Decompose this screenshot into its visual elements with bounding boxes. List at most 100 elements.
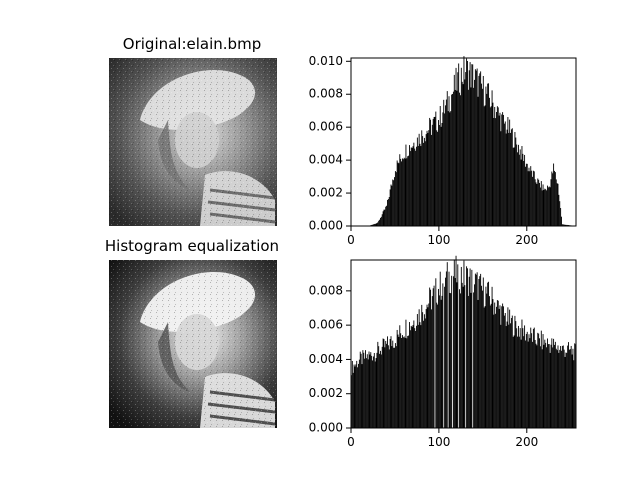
histogram-bar — [567, 224, 569, 226]
histogram-bar — [532, 176, 533, 226]
histogram-bar — [438, 125, 440, 226]
histogram-bar — [537, 332, 539, 428]
histogram-bar — [406, 338, 408, 428]
histogram-bar — [392, 340, 394, 428]
histogram-bar — [524, 325, 526, 428]
histogram-bar — [527, 341, 529, 428]
histogram-bar — [442, 112, 444, 226]
histogram-bar — [418, 133, 420, 226]
histogram-bar — [546, 185, 548, 226]
histogram-bar — [493, 117, 495, 226]
histogram-bar — [435, 278, 437, 428]
histogram-bar — [372, 356, 374, 428]
histogram-bar — [426, 130, 428, 226]
histogram-bar — [425, 309, 427, 428]
histogram-bar — [479, 276, 481, 428]
histogram-bar — [542, 184, 544, 226]
histogram-bar — [546, 190, 548, 226]
histogram-bar — [467, 60, 468, 227]
histogram-bar — [533, 327, 535, 428]
histogram-bar — [561, 350, 562, 428]
histogram-bar — [517, 152, 519, 226]
histogram-bar — [389, 189, 391, 226]
histogram-bar — [530, 166, 532, 226]
histogram-bar — [407, 335, 409, 428]
histogram-bar — [542, 334, 544, 428]
histogram-bar — [507, 307, 509, 428]
histogram-bar — [513, 335, 515, 428]
x-tick-label: 200 — [515, 233, 538, 247]
histogram-bar — [573, 360, 575, 428]
histogram-bar — [433, 285, 435, 428]
histogram-bar — [488, 296, 490, 428]
histogram-bar — [389, 338, 391, 428]
histogram-bar — [549, 352, 551, 428]
y-tick-label: 0.008 — [309, 283, 343, 297]
histogram-bar — [427, 132, 429, 226]
histogram-bar — [399, 154, 401, 226]
histogram-bar — [509, 309, 511, 428]
histogram-bar — [554, 344, 555, 428]
histogram-bar — [457, 264, 459, 428]
histogram-bar — [536, 183, 538, 226]
histogram-bar — [401, 161, 402, 226]
histogram-bar — [561, 345, 563, 428]
y-tick-label: 0.002 — [309, 186, 343, 200]
histogram-bar — [558, 352, 560, 428]
histogram-bar — [388, 196, 390, 226]
x-tick-label: 100 — [427, 233, 450, 247]
histogram-bar — [518, 336, 520, 428]
histogram-bar — [534, 339, 536, 428]
histogram-bar — [374, 361, 376, 428]
histogram-bar — [441, 122, 443, 226]
histogram-bar — [525, 166, 526, 226]
histogram-bar — [527, 171, 529, 226]
histogram-bar — [390, 184, 392, 226]
histogram-bar — [366, 354, 368, 428]
histogram-bar — [455, 255, 457, 428]
histogram-bar — [466, 266, 468, 428]
histogram-bar — [396, 329, 398, 428]
histogram-bar — [394, 343, 396, 428]
histogram-bar — [481, 88, 483, 226]
histogram-bar — [467, 268, 468, 428]
histogram-bar — [453, 259, 455, 428]
histogram-bar — [452, 276, 454, 428]
histogram-bar — [532, 170, 534, 226]
histogram-bar — [517, 325, 519, 428]
histogram-bar — [485, 286, 487, 428]
original-image — [109, 58, 277, 226]
equalized-image — [109, 260, 277, 428]
histogram-bar — [546, 338, 548, 428]
histogram-bar — [500, 131, 502, 226]
histogram-bar — [516, 144, 518, 226]
histogram-bar — [444, 113, 446, 226]
histogram-bar — [417, 324, 419, 428]
histogram-bar — [404, 337, 406, 428]
histogram-bar — [515, 137, 517, 226]
histogram-bar — [473, 87, 475, 226]
histogram-bar — [452, 93, 453, 227]
histogram-bar — [380, 217, 381, 226]
histogram-bar — [516, 328, 518, 428]
histogram-bar — [448, 271, 450, 428]
y-tick-label: 0.006 — [309, 120, 343, 134]
histogram-bar — [460, 266, 462, 428]
histogram-bar — [447, 111, 449, 226]
histogram-bar — [507, 117, 509, 226]
histogram-bar — [508, 324, 510, 428]
histogram-bar — [569, 349, 571, 428]
histogram-bar — [454, 89, 456, 227]
histogram-bar — [471, 269, 473, 428]
histogram-bar — [539, 182, 540, 226]
histogram-bar — [548, 344, 550, 428]
histogram-bar — [456, 282, 458, 428]
histogram-bar — [402, 337, 404, 428]
histogram-bar — [496, 306, 497, 428]
histogram-bar — [566, 352, 568, 428]
histogram-bar — [525, 163, 527, 226]
histogram-bar — [402, 159, 404, 226]
histogram-bar — [417, 145, 419, 226]
histogram-bar — [499, 305, 501, 428]
histogram-bar — [410, 325, 412, 428]
